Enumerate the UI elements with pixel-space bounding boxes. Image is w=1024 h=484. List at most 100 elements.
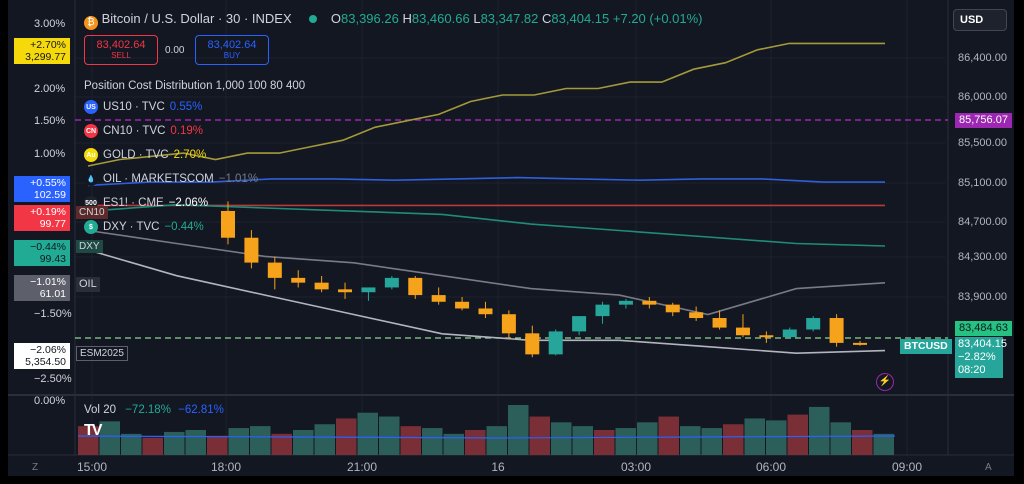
candle-body xyxy=(689,312,704,319)
legend-symbol: DXY · TVC xyxy=(103,221,160,233)
symbol-logo-icon: Au xyxy=(84,148,98,162)
candle-body xyxy=(595,304,610,317)
sell-button[interactable]: 83,402.64 SELL xyxy=(84,35,158,65)
time-axis-tick: 03:00 xyxy=(620,460,652,474)
candle-body xyxy=(735,327,750,336)
legend-item[interactable]: US US10 · TVC 0.55% xyxy=(84,100,202,114)
gold-line-price-badge: 85,756.07 xyxy=(955,113,1012,128)
volume-bar xyxy=(852,430,873,455)
volume-bar xyxy=(250,426,271,455)
volume-bar xyxy=(185,430,206,455)
candle-body xyxy=(525,333,540,355)
oil-tag: OIL xyxy=(76,277,100,292)
es-tag: ESM2025 xyxy=(76,346,128,361)
legend-symbol: CN10 · TVC xyxy=(103,125,166,137)
candle-body xyxy=(712,318,727,328)
candle-body xyxy=(221,210,235,238)
alert-bolt-icon[interactable]: ⚡ xyxy=(876,373,894,391)
candle-body xyxy=(361,287,376,293)
candle-body xyxy=(618,300,633,305)
symbol-logo-icon: US xyxy=(84,100,98,114)
time-axis-tick: 15:00 xyxy=(76,460,108,474)
volume-bar xyxy=(293,430,314,455)
left-price-badge: −0.44% 99.43 xyxy=(14,240,70,266)
volume-bar xyxy=(422,428,443,455)
dxy-series-line[interactable] xyxy=(87,203,886,247)
candle-body xyxy=(338,289,353,293)
volume-axis-label: 0.00% xyxy=(34,395,66,407)
volume-bar xyxy=(271,433,292,455)
time-axis-tick: 06:00 xyxy=(755,460,787,474)
legend-value: −0.44% xyxy=(164,221,204,233)
volume-bar xyxy=(680,426,701,455)
volume-ma-line xyxy=(77,435,896,439)
candle-body xyxy=(806,318,821,330)
volume-bar xyxy=(723,424,744,455)
status-dot-icon xyxy=(309,15,318,23)
legend-value: 2.70% xyxy=(173,149,207,161)
volume-bar xyxy=(873,433,894,455)
volume-bar xyxy=(615,428,636,455)
legend-symbol: OIL · MARKETSCOM xyxy=(103,173,214,185)
left-axis-tick: 3.00% xyxy=(34,18,66,30)
volume-bar xyxy=(121,433,142,455)
left-price-badge: +0.19% 99.77 xyxy=(14,205,70,231)
left-axis-tick: 1.00% xyxy=(34,148,66,160)
legend-item[interactable]: Au GOLD · TVC 2.70% xyxy=(84,148,206,162)
currency-select[interactable]: USD xyxy=(953,9,1007,31)
price-axis-tick: 83,900.00 xyxy=(958,291,1007,303)
symbol-logo-icon: 💧 xyxy=(84,172,98,186)
symbol-logo-icon: $ xyxy=(84,220,98,234)
cn10-tag: CN10 xyxy=(76,206,108,219)
left-price-badge: −1.01% 61.01 xyxy=(14,275,70,301)
volume-bar xyxy=(809,406,830,455)
candle-body xyxy=(244,237,259,263)
legend-value: 0.19% xyxy=(170,125,204,137)
candle-body xyxy=(314,282,329,290)
zoom-toggle-icon[interactable]: Z xyxy=(32,462,39,473)
chart-title-row[interactable]: ₿ Bitcoin / U.S. Dollar · 30 · INDEX O83… xyxy=(84,12,703,30)
candle-body xyxy=(384,277,399,288)
volume-bar xyxy=(207,435,228,455)
chart-title: Bitcoin / U.S. Dollar · 30 · INDEX xyxy=(101,11,292,26)
volume-bar xyxy=(228,428,249,455)
buy-button[interactable]: 83,402.64 BUY xyxy=(195,35,269,65)
volume-bar xyxy=(443,433,464,455)
legend-symbol: US10 · TVC xyxy=(103,101,165,113)
gold-series-line[interactable] xyxy=(87,42,885,167)
candle-body xyxy=(431,295,446,302)
legend-value: −2.06% xyxy=(168,197,209,209)
legend-item[interactable]: $ DXY · TVC −0.44% xyxy=(84,220,204,234)
volume-bar xyxy=(766,420,787,455)
left-price-badge: +0.55% 102.59 xyxy=(14,176,70,202)
left-price-badge: −2.06% 5,354.50 xyxy=(14,343,70,369)
time-axis-tick: 21:00 xyxy=(346,460,378,474)
price-axis-tick: 85,500.00 xyxy=(958,137,1007,149)
price-axis-tick: 84,300.00 xyxy=(958,251,1007,263)
volume-bar xyxy=(551,422,572,455)
oil-series-line[interactable] xyxy=(87,229,886,316)
legend-item[interactable]: 💧 OIL · MARKETSCOM −1.01% xyxy=(84,172,258,186)
price-axis-tick: 85,100.00 xyxy=(958,177,1007,189)
us10-series-line[interactable] xyxy=(87,176,885,187)
left-axis-tick: 2.00% xyxy=(34,83,66,95)
candle-body xyxy=(829,318,844,343)
legend-value: −1.01% xyxy=(218,173,259,185)
indicator-label[interactable]: Position Cost Distribution 1,000 100 80 … xyxy=(84,80,306,92)
volume-bars[interactable] xyxy=(78,405,894,455)
auto-scale-icon[interactable]: A xyxy=(985,462,992,473)
legend-value: 0.55% xyxy=(169,101,203,113)
candles[interactable] xyxy=(221,201,867,358)
volume-bar xyxy=(142,437,163,455)
legend-item[interactable]: CN CN10 · TVC 0.19% xyxy=(84,124,203,138)
es-series-line[interactable] xyxy=(87,249,886,355)
volume-bar xyxy=(357,412,378,455)
left-axis-tick: −2.50% xyxy=(34,373,72,385)
candle-body xyxy=(501,314,516,334)
candle-body xyxy=(759,335,774,338)
symbol-logo-icon: CN xyxy=(84,124,98,138)
dxy-tag: DXY xyxy=(76,240,103,253)
left-price-badge: +2.70% 3,299.77 xyxy=(14,38,70,64)
volume-legend[interactable]: Vol 20 −72.18% −62.81% xyxy=(84,404,224,416)
